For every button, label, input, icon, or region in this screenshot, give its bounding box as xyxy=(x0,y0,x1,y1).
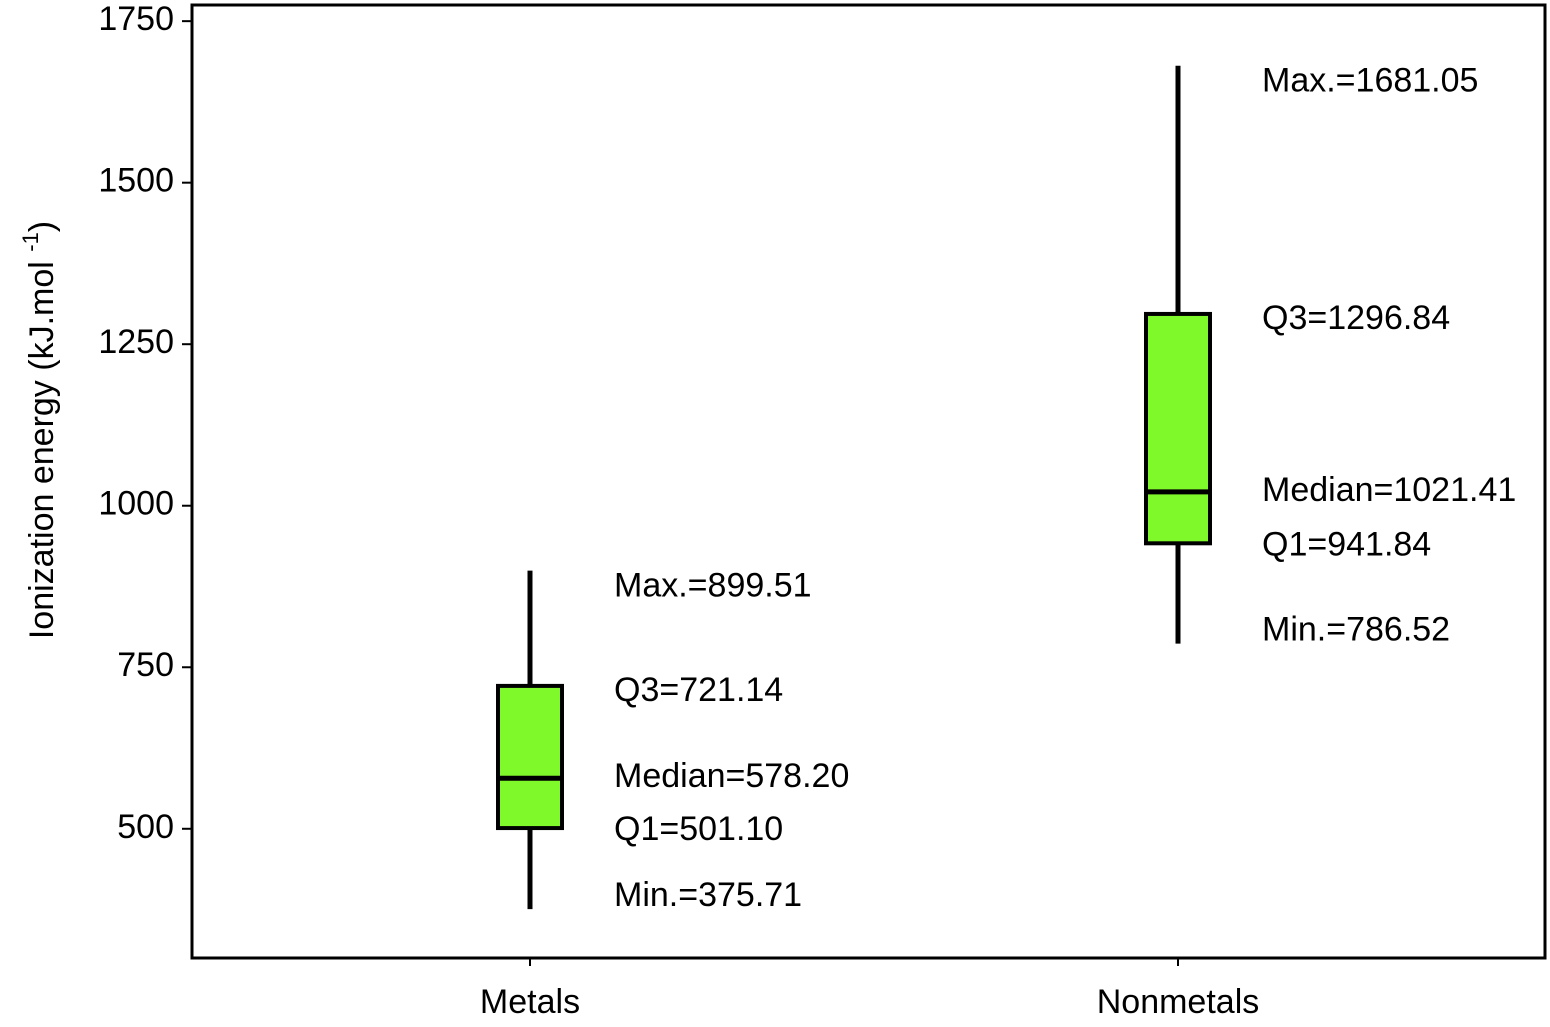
value-label: Q3=721.14 xyxy=(614,671,783,709)
value-label: Q1=941.84 xyxy=(1262,525,1431,563)
x-tick-label: Nonmetals xyxy=(1097,983,1260,1021)
value-label: Max.=899.51 xyxy=(614,567,812,605)
value-label: Median=578.20 xyxy=(614,757,849,795)
y-tick-label: 1750 xyxy=(98,0,174,38)
y-axis-title-sup: -1 xyxy=(18,232,43,252)
y-tick-label: 500 xyxy=(117,808,174,846)
y-tick-label: 1250 xyxy=(98,323,174,361)
y-axis-title-close: ) xyxy=(23,221,61,232)
value-label: Max.=1681.05 xyxy=(1262,62,1478,100)
box xyxy=(1144,311,1212,546)
plot-frame xyxy=(190,3,1547,960)
y-tick-label: 1000 xyxy=(98,485,174,523)
y-tick-label: 750 xyxy=(117,646,174,684)
value-label: Q3=1296.84 xyxy=(1262,299,1450,337)
value-label: Min.=786.52 xyxy=(1262,611,1450,649)
value-label: Q1=501.10 xyxy=(614,810,783,848)
y-tick-label: 1500 xyxy=(98,162,174,200)
y-axis-title-text: Ionization energy (kJ.mol xyxy=(23,252,61,639)
value-label: Median=1021.41 xyxy=(1262,471,1516,509)
box xyxy=(496,683,564,831)
value-label: Min.=375.71 xyxy=(614,876,802,914)
y-axis-title: Ionization energy (kJ.mol -1) xyxy=(18,221,61,639)
x-tick-label: Metals xyxy=(480,983,580,1021)
